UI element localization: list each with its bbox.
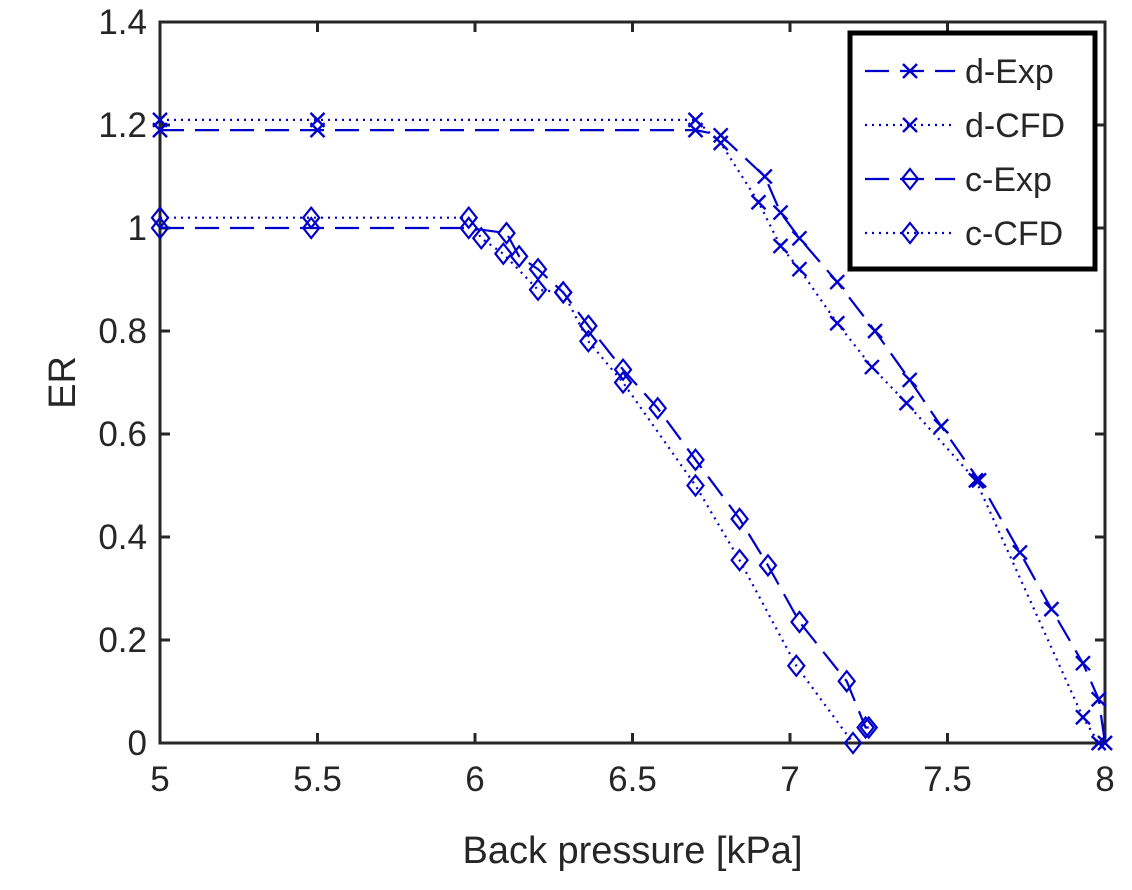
series-d-CFD	[152, 112, 1107, 751]
legend-label: d-Exp	[965, 53, 1054, 91]
x-tick-label: 7.5	[923, 760, 972, 799]
data-point	[687, 112, 704, 128]
series-line	[160, 216, 854, 744]
x-tick-label: 7	[780, 760, 799, 799]
data-point	[859, 715, 879, 740]
legend-item: c-CFD	[865, 215, 1063, 253]
data-point	[758, 553, 778, 578]
legend-marker	[902, 63, 918, 79]
x-tick-label: 6.5	[608, 760, 657, 799]
plot-series	[150, 112, 1113, 755]
data-point	[856, 715, 876, 740]
data-point	[791, 261, 808, 278]
data-point	[786, 653, 806, 678]
data-point	[309, 112, 326, 128]
legend-item: c-Exp	[865, 161, 1052, 199]
data-point	[1090, 691, 1107, 708]
data-point	[730, 507, 750, 531]
data-point	[301, 216, 321, 240]
data-point	[578, 329, 598, 354]
x-tick-label: 5.5	[293, 760, 342, 799]
data-point	[971, 472, 987, 489]
data-point	[301, 205, 321, 230]
series-c-Exp	[150, 216, 879, 740]
y-tick-label: 0.6	[98, 415, 147, 454]
data-point	[864, 359, 880, 375]
y-tick-label: 1.2	[98, 106, 147, 145]
data-point	[843, 731, 863, 755]
data-point	[1043, 601, 1060, 617]
data-point	[1012, 544, 1028, 561]
series-d-Exp	[152, 122, 1113, 751]
legend-item: d-Exp	[865, 53, 1054, 91]
data-point	[459, 205, 479, 230]
data-point	[901, 372, 918, 388]
data-point	[1090, 735, 1107, 751]
data-point	[791, 230, 808, 247]
legend-box	[847, 30, 1098, 272]
y-axis-title: ER	[42, 356, 84, 409]
data-point	[648, 396, 668, 421]
legend-marker	[900, 167, 920, 191]
y-tick-label: 0.8	[98, 312, 147, 351]
data-point	[509, 244, 529, 269]
legend-item: d-CFD	[865, 107, 1065, 145]
data-point	[578, 314, 598, 338]
data-point	[730, 548, 750, 572]
data-point	[772, 204, 789, 221]
series-line	[160, 226, 869, 729]
data-point	[686, 473, 705, 498]
data-point	[493, 241, 513, 266]
y-tick-label: 0.2	[98, 621, 147, 660]
data-point	[772, 238, 789, 254]
axes: 5 5.5 6 6.5 7 7.5 8 0 0.2 0.4 0.6 0.8 1 1.2 1.4	[98, 3, 1114, 799]
data-point	[829, 315, 846, 332]
legend-label: c-Exp	[965, 161, 1052, 199]
data-point	[968, 472, 984, 489]
legend: d-Exp d-CFD c-Exp c-CFD	[847, 30, 1098, 272]
data-point	[686, 447, 705, 472]
data-point	[459, 216, 479, 240]
y-tick-label: 1.4	[98, 3, 147, 42]
data-point	[1075, 655, 1091, 672]
data-point	[471, 226, 491, 251]
data-point	[790, 610, 809, 634]
data-point	[756, 168, 773, 185]
data-point	[712, 135, 729, 151]
data-point	[1097, 735, 1113, 751]
legend-marker	[900, 221, 920, 245]
legend-label: c-CFD	[965, 215, 1063, 253]
legend-marker	[902, 117, 918, 133]
data-point	[1075, 709, 1091, 726]
data-point	[528, 278, 548, 302]
data-point	[152, 112, 168, 128]
data-point	[497, 221, 516, 245]
data-point	[837, 669, 857, 693]
x-tick-label: 5	[150, 760, 169, 799]
data-point	[898, 395, 915, 411]
data-point	[553, 280, 573, 305]
data-point	[750, 194, 767, 211]
x-tick-label: 8	[1095, 760, 1114, 799]
data-point	[867, 323, 883, 339]
series-c-CFD	[150, 205, 863, 755]
data-point	[613, 357, 633, 382]
data-point	[933, 418, 950, 435]
x-tick-label: 6	[465, 760, 484, 799]
data-point	[829, 274, 846, 290]
y-tick-label: 0	[128, 724, 147, 763]
data-point	[613, 370, 633, 395]
legend-label: d-CFD	[965, 107, 1065, 145]
y-tick-label: 1	[128, 209, 147, 248]
data-point	[150, 216, 170, 240]
data-point	[712, 127, 729, 144]
data-point	[150, 205, 170, 230]
y-tick-label: 0.4	[98, 518, 147, 557]
x-axis-title: Back pressure [kPa]	[462, 830, 802, 872]
